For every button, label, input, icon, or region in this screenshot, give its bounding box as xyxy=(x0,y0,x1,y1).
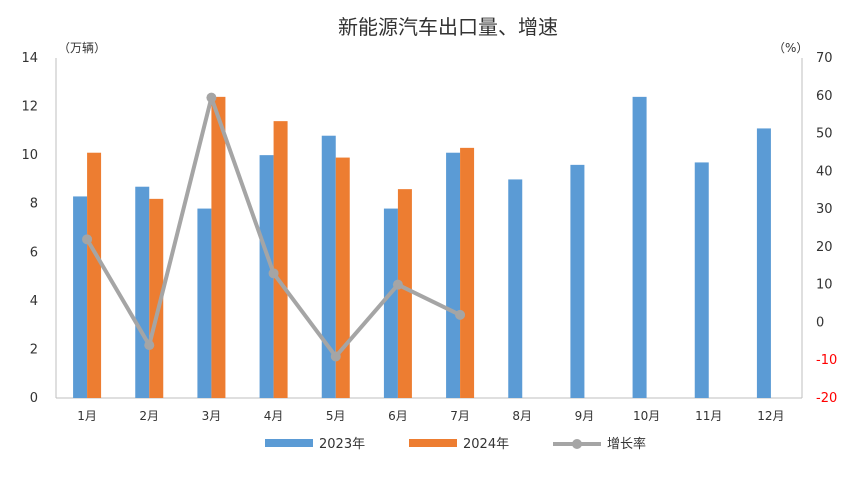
right-tick-label: -10 xyxy=(816,353,837,368)
bar-2023年-7月 xyxy=(446,152,461,398)
growth-point-6月 xyxy=(392,279,403,290)
right-axis-unit: （%） xyxy=(773,41,808,55)
legend-label-2023年: 2023年 xyxy=(319,437,365,452)
x-tick-label: 7月 xyxy=(450,409,470,423)
growth-line xyxy=(82,92,466,362)
bar-2023年-2月 xyxy=(135,186,150,398)
x-tick-label: 12月 xyxy=(757,409,784,423)
x-tick-label: 1月 xyxy=(77,409,97,423)
left-tick-label: 4 xyxy=(30,294,38,309)
bar-2023年-12月 xyxy=(756,128,771,398)
left-tick-label: 0 xyxy=(30,391,38,406)
x-tick-label: 5月 xyxy=(326,409,346,423)
right-tick-label: 40 xyxy=(816,164,833,179)
bar-2023年-3月 xyxy=(197,208,212,398)
x-tick-label: 3月 xyxy=(202,409,222,423)
bars xyxy=(73,96,771,399)
x-tick-label: 11月 xyxy=(695,409,722,423)
legend-marker-增长率 xyxy=(572,439,582,449)
right-tick-label: 30 xyxy=(816,202,833,217)
bar-2023年-10月 xyxy=(632,96,647,398)
right-tick-label: -20 xyxy=(816,391,837,406)
right-tick-label: 60 xyxy=(816,89,833,104)
x-tick-label: 6月 xyxy=(388,409,408,423)
left-tick-label: 8 xyxy=(30,197,38,212)
growth-point-7月 xyxy=(455,309,466,320)
legend-swatch-2024年 xyxy=(409,439,457,447)
bar-2024年-6月 xyxy=(397,189,412,398)
left-axis-unit: （万辆） xyxy=(58,41,106,55)
x-tick-label: 10月 xyxy=(633,409,660,423)
growth-point-1月 xyxy=(82,234,93,245)
legend: 2023年 2024年 增长率 xyxy=(265,436,646,452)
left-tick-label: 2 xyxy=(30,342,38,357)
right-tick-label: 10 xyxy=(816,278,833,293)
bar-2024年-5月 xyxy=(335,157,350,398)
growth-point-4月 xyxy=(268,268,279,279)
bar-2023年-1月 xyxy=(73,196,88,398)
growth-point-3月 xyxy=(206,92,217,103)
bar-2023年-9月 xyxy=(570,164,585,398)
x-tick-label: 8月 xyxy=(512,409,532,423)
x-tick-label: 2月 xyxy=(139,409,159,423)
legend-label-增长率: 增长率 xyxy=(607,436,646,452)
bar-2023年-6月 xyxy=(383,208,398,398)
bar-2023年-4月 xyxy=(259,155,274,398)
bar-2023年-8月 xyxy=(508,179,523,398)
bar-2024年-7月 xyxy=(460,147,475,398)
x-tick-label: 9月 xyxy=(575,409,595,423)
growth-point-5月 xyxy=(330,351,341,362)
right-tick-label: 70 xyxy=(816,51,833,66)
right-tick-label: 0 xyxy=(816,315,824,330)
left-tick-label: 14 xyxy=(21,51,38,66)
legend-swatch-2023年 xyxy=(265,439,313,447)
right-tick-label: 50 xyxy=(816,127,833,142)
chart-title: 新能源汽车出口量、增速 xyxy=(338,15,558,39)
bar-2024年-3月 xyxy=(211,96,226,398)
left-tick-label: 6 xyxy=(30,245,38,260)
legend-label-2024年: 2024年 xyxy=(463,437,509,452)
bar-2024年-4月 xyxy=(273,121,288,399)
x-tick-label: 4月 xyxy=(264,409,284,423)
left-tick-label: 10 xyxy=(21,148,38,163)
axes: 0 2 4 6 8 10 12 14 -20 -10 0 10 20 30 40 50 60 70 1月 2月 3月 4月… xyxy=(21,51,837,423)
right-tick-label: 20 xyxy=(816,240,833,255)
bar-2023年-11月 xyxy=(694,162,709,398)
bar-2024年-1月 xyxy=(87,152,102,398)
left-tick-label: 12 xyxy=(21,100,38,115)
bar-2023年-5月 xyxy=(321,135,336,398)
growth-point-2月 xyxy=(144,340,155,351)
